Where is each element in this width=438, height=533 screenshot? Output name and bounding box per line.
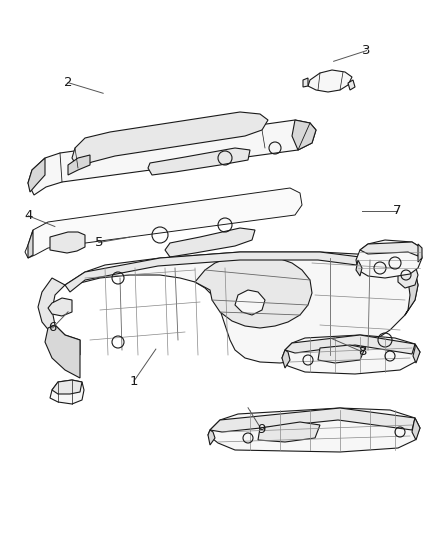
Polygon shape [208,430,215,445]
Text: 6: 6 [48,321,57,334]
Polygon shape [208,408,419,452]
Polygon shape [28,158,45,192]
Polygon shape [209,408,414,432]
Text: 4: 4 [24,209,33,222]
Polygon shape [281,350,290,368]
Polygon shape [52,380,82,394]
Polygon shape [65,252,414,292]
Text: 8: 8 [357,345,366,358]
Polygon shape [50,232,85,253]
Polygon shape [291,120,315,150]
Polygon shape [65,252,417,363]
Polygon shape [281,335,419,374]
Text: 3: 3 [361,44,370,57]
Polygon shape [28,120,315,195]
Polygon shape [302,78,307,87]
Polygon shape [359,242,419,256]
Text: 1: 1 [129,375,138,387]
Polygon shape [412,344,419,363]
Polygon shape [148,148,249,175]
Text: 2: 2 [64,76,72,89]
Polygon shape [307,70,351,92]
Polygon shape [50,380,84,404]
Polygon shape [397,262,417,288]
Polygon shape [28,230,33,258]
Polygon shape [48,298,72,316]
Polygon shape [317,345,364,363]
Polygon shape [355,240,421,278]
Polygon shape [347,80,354,90]
Polygon shape [258,422,319,442]
Polygon shape [411,418,419,440]
Polygon shape [417,244,421,262]
Polygon shape [38,278,80,355]
Polygon shape [25,188,301,258]
Polygon shape [194,256,311,328]
Polygon shape [45,325,80,378]
Text: 5: 5 [94,236,103,249]
Polygon shape [355,260,361,276]
Polygon shape [234,290,265,315]
Text: 7: 7 [392,204,401,217]
Polygon shape [404,272,417,315]
Text: 9: 9 [256,423,265,435]
Polygon shape [284,335,414,354]
Polygon shape [72,112,267,168]
Polygon shape [68,155,90,175]
Polygon shape [165,228,254,257]
